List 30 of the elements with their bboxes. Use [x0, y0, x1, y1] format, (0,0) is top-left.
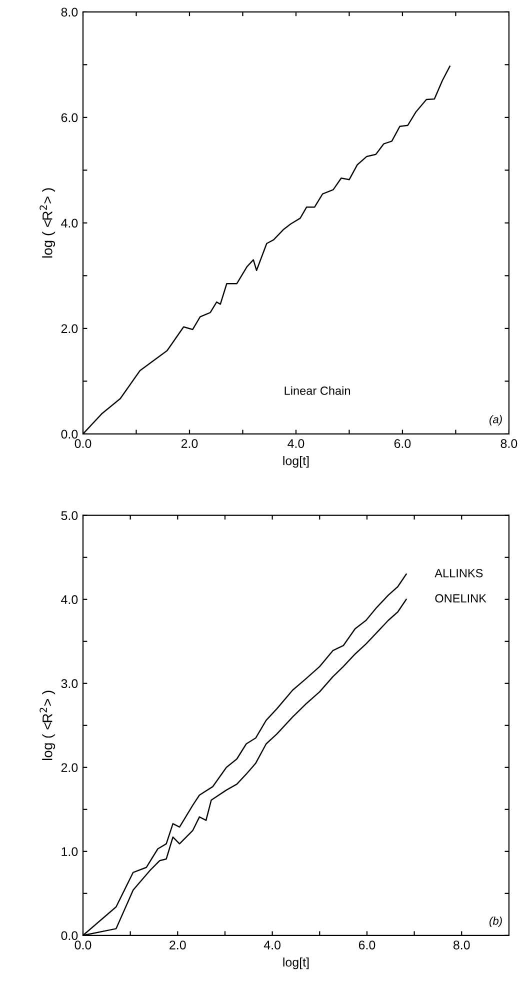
y-tick-label: 4.0	[61, 595, 78, 604]
y-tick-label: 4.0	[61, 218, 78, 228]
y-tick-label: 2.0	[61, 324, 78, 334]
x-tick-label: 4.0	[264, 940, 281, 950]
annotation: (b)	[490, 916, 502, 927]
x-tick-label: 2.0	[170, 940, 186, 950]
y-tick-label: 2.0	[61, 763, 78, 772]
y-tick-label: 1.0	[62, 847, 78, 856]
x-tick-label: 8.0	[453, 940, 470, 950]
x-tick-label: 0.0	[74, 439, 92, 448]
x-tick-label: 4.0	[288, 439, 304, 448]
x-axis-title: log[t]	[283, 456, 309, 468]
x-tick-label: 8.0	[500, 439, 518, 448]
y-tick-label: 6.0	[61, 113, 78, 122]
y-axis-title: log ( <R$^{2}$> )	[40, 188, 56, 258]
legend-label: ONELINK	[435, 594, 486, 603]
y-axis-title: log ( <R$^{2}$> )	[40, 690, 56, 760]
y-tick-label: 3.0	[61, 679, 78, 688]
x-tick-label: 6.0	[394, 439, 411, 448]
y-tick-label: 0.0	[61, 430, 78, 439]
x-tick-label: 0.0	[74, 940, 92, 950]
x-axis-title: log[t]	[283, 957, 309, 970]
text: ALLINKS	[434, 568, 483, 578]
annotation: Linear Chain	[284, 386, 350, 395]
annotation: (a)	[490, 415, 502, 426]
x-tick-label: 6.0	[358, 940, 376, 950]
x-tick-label: 2.0	[181, 439, 198, 448]
y-tick-label: 5.0	[61, 511, 78, 520]
y-tick-label: 8.0	[61, 8, 78, 17]
y-tick-label: 0.0	[61, 931, 78, 940]
